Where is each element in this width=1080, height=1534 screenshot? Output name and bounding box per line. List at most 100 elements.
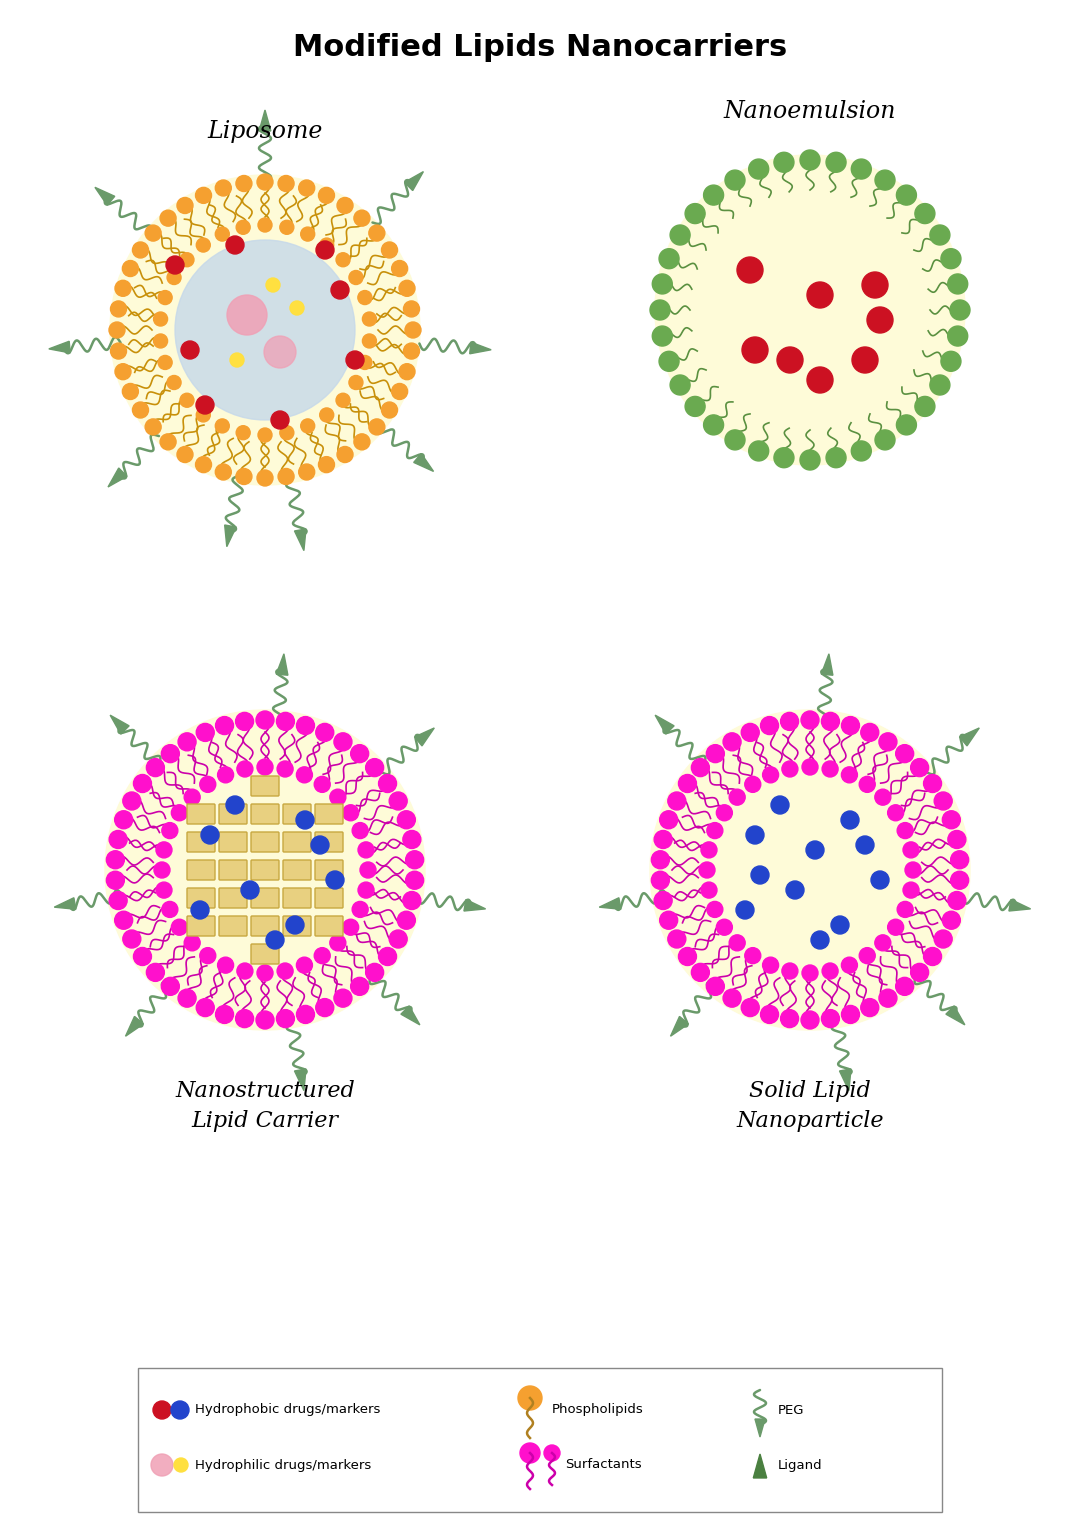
Circle shape	[326, 871, 345, 890]
Circle shape	[670, 374, 690, 394]
Circle shape	[879, 733, 896, 750]
Circle shape	[354, 434, 370, 449]
Circle shape	[724, 733, 741, 750]
Circle shape	[215, 179, 231, 196]
Text: Modified Lipids Nanocarriers: Modified Lipids Nanocarriers	[293, 34, 787, 63]
Circle shape	[145, 225, 161, 241]
Circle shape	[160, 434, 176, 449]
Circle shape	[122, 384, 138, 399]
Circle shape	[519, 1443, 540, 1463]
Circle shape	[406, 871, 423, 890]
Circle shape	[895, 977, 914, 996]
Circle shape	[826, 448, 846, 468]
Circle shape	[185, 788, 200, 805]
Circle shape	[389, 930, 407, 948]
Circle shape	[257, 759, 273, 775]
Circle shape	[934, 792, 953, 810]
Circle shape	[862, 272, 888, 298]
Circle shape	[735, 900, 754, 919]
Circle shape	[948, 891, 966, 910]
Circle shape	[156, 842, 172, 858]
Circle shape	[237, 761, 253, 778]
Circle shape	[110, 301, 126, 318]
Polygon shape	[470, 342, 491, 354]
Circle shape	[691, 963, 710, 982]
Circle shape	[948, 830, 966, 848]
Circle shape	[950, 301, 970, 321]
Circle shape	[841, 811, 859, 828]
Circle shape	[359, 882, 374, 897]
Circle shape	[315, 999, 334, 1017]
Circle shape	[153, 311, 167, 327]
Circle shape	[123, 930, 140, 948]
Polygon shape	[414, 454, 433, 471]
Circle shape	[300, 419, 314, 433]
Circle shape	[701, 842, 717, 858]
Circle shape	[706, 977, 725, 996]
Circle shape	[903, 882, 919, 897]
Circle shape	[379, 775, 396, 793]
Circle shape	[123, 792, 140, 810]
Circle shape	[660, 911, 677, 930]
Circle shape	[337, 446, 353, 463]
Circle shape	[518, 1387, 542, 1410]
Circle shape	[806, 841, 824, 859]
Circle shape	[114, 281, 131, 296]
Circle shape	[745, 776, 760, 793]
Circle shape	[943, 911, 960, 930]
Circle shape	[162, 902, 178, 917]
Circle shape	[851, 160, 872, 179]
Circle shape	[278, 175, 294, 192]
Circle shape	[167, 270, 181, 284]
FancyBboxPatch shape	[187, 831, 215, 851]
Circle shape	[782, 963, 798, 979]
Circle shape	[650, 710, 970, 1029]
Text: Hydrophobic drugs/markers: Hydrophobic drugs/markers	[195, 1404, 380, 1416]
Circle shape	[166, 256, 184, 275]
Circle shape	[177, 446, 193, 463]
Circle shape	[227, 295, 267, 334]
Circle shape	[330, 281, 349, 299]
Circle shape	[841, 1005, 860, 1023]
Circle shape	[782, 761, 798, 778]
Polygon shape	[754, 1454, 767, 1477]
FancyBboxPatch shape	[251, 804, 279, 824]
Polygon shape	[95, 187, 114, 206]
FancyBboxPatch shape	[251, 776, 279, 796]
FancyBboxPatch shape	[187, 804, 215, 824]
Circle shape	[349, 376, 363, 390]
Polygon shape	[1009, 899, 1030, 911]
Circle shape	[748, 160, 769, 179]
Polygon shape	[755, 1419, 765, 1437]
Circle shape	[297, 1005, 314, 1023]
Circle shape	[706, 822, 723, 839]
Circle shape	[154, 862, 170, 877]
Circle shape	[147, 759, 164, 776]
Polygon shape	[415, 729, 434, 746]
FancyBboxPatch shape	[187, 888, 215, 908]
Circle shape	[109, 891, 127, 910]
Circle shape	[896, 414, 917, 436]
Circle shape	[311, 836, 329, 854]
FancyBboxPatch shape	[219, 804, 247, 824]
Circle shape	[867, 307, 893, 333]
Circle shape	[751, 867, 769, 884]
Text: Nanostructured
Lipid Carrier: Nanostructured Lipid Carrier	[175, 1080, 355, 1132]
Circle shape	[235, 1009, 254, 1028]
Circle shape	[296, 767, 312, 782]
Circle shape	[278, 761, 293, 778]
Circle shape	[217, 957, 233, 973]
FancyBboxPatch shape	[251, 943, 279, 963]
Circle shape	[800, 449, 820, 469]
Circle shape	[197, 408, 211, 422]
Circle shape	[197, 999, 214, 1017]
Circle shape	[841, 957, 858, 973]
Text: Liposome: Liposome	[207, 120, 323, 143]
Circle shape	[706, 744, 725, 762]
Circle shape	[215, 419, 229, 433]
Circle shape	[352, 822, 368, 839]
Circle shape	[349, 270, 363, 284]
Circle shape	[724, 989, 741, 1008]
Circle shape	[706, 902, 723, 917]
Circle shape	[716, 919, 732, 936]
